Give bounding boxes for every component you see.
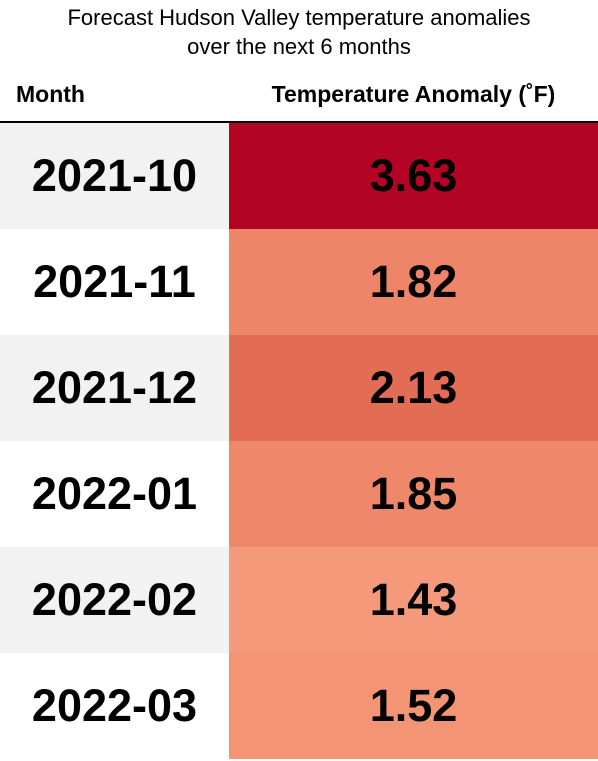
table-row: 2022-03 1.52	[0, 653, 598, 759]
table-row: 2021-11 1.82	[0, 229, 598, 335]
header-divider	[0, 121, 598, 123]
month-cell: 2021-11	[0, 229, 229, 335]
anomaly-value-cell: 1.43	[229, 547, 598, 653]
table-row: 2021-10 3.63	[0, 123, 598, 229]
anomaly-value-cell: 1.85	[229, 441, 598, 547]
month-cell: 2021-12	[0, 335, 229, 441]
chart-title: Forecast Hudson Valley temperature anoma…	[0, 3, 598, 61]
anomaly-value-cell: 3.63	[229, 123, 598, 229]
table-row: 2021-12 2.13	[0, 335, 598, 441]
table-row: 2022-01 1.85	[0, 441, 598, 547]
month-cell: 2022-02	[0, 547, 229, 653]
anomaly-value-cell: 2.13	[229, 335, 598, 441]
chart-title-line-1: Forecast Hudson Valley temperature anoma…	[67, 5, 531, 30]
chart-title-line-2: over the next 6 months	[187, 34, 411, 59]
month-cell: 2022-03	[0, 653, 229, 759]
month-cell: 2022-01	[0, 441, 229, 547]
table-row: 2022-02 1.43	[0, 547, 598, 653]
anomaly-value-cell: 1.82	[229, 229, 598, 335]
anomaly-value-cell: 1.52	[229, 653, 598, 759]
column-header-month: Month	[16, 81, 85, 107]
column-header-temperature-anomaly: Temperature Anomaly (˚F)	[271, 81, 556, 107]
month-cell: 2021-10	[0, 123, 229, 229]
